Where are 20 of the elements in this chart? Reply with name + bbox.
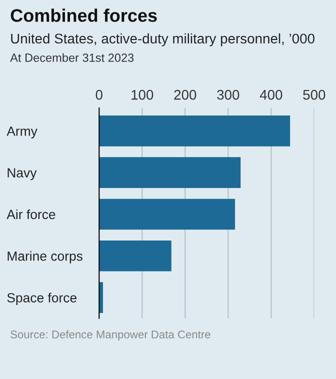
bar (99, 116, 290, 146)
y-tick-label: Marine corps (8, 251, 82, 264)
x-tick-label: 500 (303, 90, 326, 100)
x-tick-label: 400 (260, 90, 282, 100)
y-tick-label: Space force (7, 292, 76, 306)
y-tick-label: Navy (8, 168, 37, 180)
y-tick-label: Air force (6, 209, 56, 220)
x-tick-label: 100 (132, 90, 154, 100)
bar (99, 198, 236, 230)
x-tick-label: 200 (174, 90, 196, 100)
chart-subtitle: United States, active-duty military personnel, ’000 (11, 33, 314, 46)
bar (99, 240, 172, 272)
chart-title: Combined forces (10, 8, 157, 22)
bar (99, 282, 103, 313)
bar (99, 157, 241, 188)
y-tick-label: Army (6, 126, 38, 138)
x-tick-label: 300 (217, 90, 240, 100)
x-tick-label: 0 (96, 90, 102, 100)
text: At December 31st 2023 (10, 53, 134, 62)
source-note: Source: Defence Manpower Data Centre (10, 330, 210, 341)
